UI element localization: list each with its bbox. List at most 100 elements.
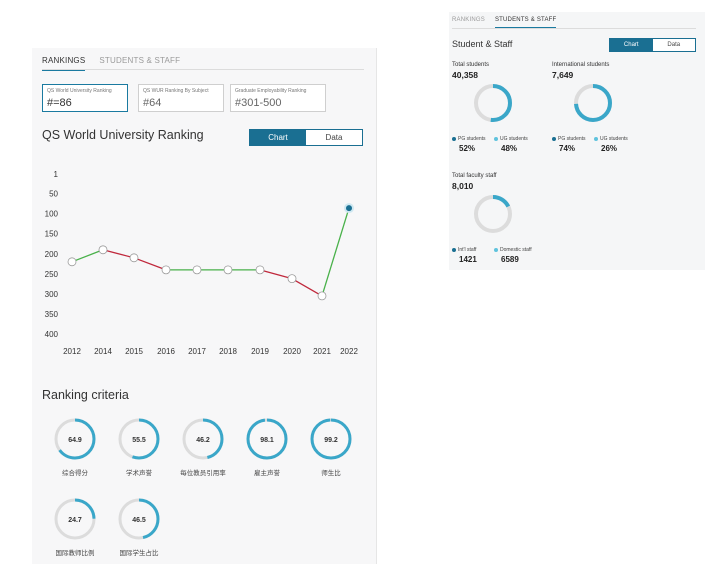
x-tick-label: 2016	[157, 347, 175, 356]
criteria-donut: 24.7	[54, 498, 96, 540]
rank-box-label: QS World University Ranking	[47, 88, 112, 94]
tabs-divider	[42, 69, 364, 70]
legend-value: 1421	[459, 255, 477, 264]
rank-box-label: QS WUR Ranking By Subject	[143, 88, 209, 94]
legend-pg: PG students	[552, 136, 586, 142]
criteria-value: 98.1	[260, 437, 274, 444]
legend-label: Int'l staff	[458, 247, 477, 253]
rank-box-value: #=86	[47, 97, 72, 109]
dot-icon	[494, 136, 498, 141]
rankings-panel: RANKINGS STUDENTS & STAFF QS World Unive…	[32, 48, 377, 564]
dot-icon	[594, 136, 598, 141]
criteria-value: 64.9	[68, 437, 82, 444]
criteria-label: 综合得分	[62, 470, 88, 477]
data-toggle-button[interactable]: Data	[652, 39, 695, 51]
data-point[interactable]	[317, 291, 327, 301]
data-point[interactable]	[192, 265, 202, 275]
x-tick-label: 2020	[283, 347, 301, 356]
data-point[interactable]	[223, 265, 233, 275]
series-line-segment	[291, 278, 323, 297]
y-tick-label: 350	[45, 310, 59, 319]
rank-box-value: #301-500	[235, 97, 282, 109]
legend-ug: UG students	[594, 136, 628, 142]
tab-rankings[interactable]: RANKINGS	[452, 17, 485, 23]
dot-icon	[552, 136, 556, 141]
criteria-label: 学术声誉	[126, 470, 152, 477]
criteria-label: 国际学生占比	[119, 550, 159, 557]
criteria-donut: 98.1	[246, 418, 288, 460]
criteria-label: 国际教师比例	[55, 550, 95, 557]
total-students-value: 40,358	[452, 70, 478, 80]
legend-label: UG students	[600, 136, 628, 142]
data-point[interactable]	[67, 257, 77, 267]
x-tick-label: 2021	[313, 347, 331, 356]
criteria-donut: 55.5	[118, 418, 160, 460]
data-point[interactable]	[287, 274, 297, 284]
chart-toggle-button[interactable]: Chart	[610, 39, 653, 51]
criteria-label: 师生比	[321, 470, 341, 477]
x-tick-label: 2015	[125, 347, 143, 356]
legend-label: PG students	[558, 136, 586, 142]
rank-box-employability[interactable]: Graduate Employability Ranking #301-500	[230, 84, 326, 112]
data-point[interactable]	[346, 205, 352, 212]
y-tick-label: 200	[45, 250, 59, 259]
legend-label: Domestic staff	[500, 247, 532, 253]
donut-arc	[474, 84, 512, 122]
y-tick-label: 150	[45, 230, 59, 239]
criteria-item: 99.2 师生比	[308, 416, 354, 478]
tab-students-staff[interactable]: STUDENTS & STAFF	[99, 56, 181, 65]
tab-rankings[interactable]: RANKINGS	[42, 56, 86, 71]
rank-box-label: Graduate Employability Ranking	[235, 88, 307, 94]
criteria-item: 46.2 每位教员引用率	[180, 416, 226, 478]
legend-label: PG students	[458, 136, 486, 142]
criteria-value: 24.7	[68, 517, 82, 524]
faculty-donut	[474, 195, 512, 233]
data-point[interactable]	[129, 253, 139, 263]
data-toggle-button[interactable]: Data	[306, 130, 362, 145]
criteria-value: 46.5	[132, 517, 146, 524]
rank-box-wur[interactable]: QS World University Ranking #=86	[42, 84, 128, 112]
series-line-segment	[321, 207, 350, 297]
series-line-segment	[133, 257, 167, 271]
legend-pg: PG students	[452, 136, 486, 142]
donut-arc	[54, 418, 96, 460]
criteria-donut: 46.5	[118, 498, 160, 540]
rank-box-value: #64	[143, 97, 162, 109]
x-tick-label: 2014	[94, 347, 112, 356]
criteria-title: Ranking criteria	[42, 388, 129, 402]
criteria-item: 46.5 国际学生占比	[116, 496, 162, 558]
legend-value: 74%	[559, 144, 576, 153]
chart-data-toggle: Chart Data	[609, 38, 696, 52]
donut-arc	[474, 195, 512, 233]
y-tick-label: 50	[49, 190, 58, 199]
criteria-label: 雇主声誉	[254, 470, 280, 477]
donut-arc	[310, 418, 352, 460]
faculty-label: Total faculty staff	[452, 173, 497, 179]
criteria-value: 99.2	[324, 437, 338, 444]
rank-box-subject[interactable]: QS WUR Ranking By Subject #64	[138, 84, 224, 112]
chart-toggle-button[interactable]: Chart	[250, 130, 306, 145]
donut-arc	[54, 498, 96, 540]
data-point[interactable]	[161, 265, 171, 275]
faculty-value: 8,010	[452, 181, 474, 191]
y-tick-label: 1	[54, 170, 59, 179]
criteria-donut: 99.2	[310, 418, 352, 460]
legend-value: 48%	[501, 144, 518, 153]
total-students-label: Total students	[452, 62, 490, 68]
criteria-donut: 64.9	[54, 418, 96, 460]
dot-icon	[452, 247, 456, 252]
y-tick-label: 250	[45, 270, 59, 279]
intl-students-donut	[574, 84, 612, 122]
x-tick-label: 2018	[219, 347, 237, 356]
page-title: QS World University Ranking	[42, 128, 204, 142]
donut-arc	[118, 498, 160, 540]
series-line-segment	[259, 269, 293, 280]
series-line-segment	[71, 249, 104, 263]
students-staff-panel: RANKINGS STUDENTS & STAFF Student & Staf…	[449, 12, 705, 270]
data-point[interactable]	[255, 265, 265, 275]
data-point[interactable]	[98, 245, 108, 255]
intl-students-value: 7,649	[552, 70, 574, 80]
tabs-divider	[452, 28, 696, 29]
chart-data-toggle: Chart Data	[249, 129, 363, 146]
criteria-value: 55.5	[132, 437, 146, 444]
